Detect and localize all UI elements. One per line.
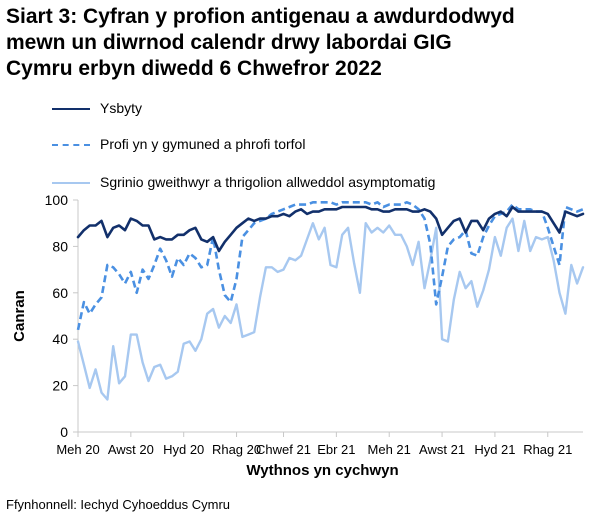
x-tick-label: Rhag 20 <box>212 442 261 457</box>
legend-label-ysbyty: Ysbyty <box>100 100 143 116</box>
x-tick-label: Hyd 21 <box>474 442 515 457</box>
legend-swatch-ysbyty <box>52 108 90 110</box>
legend-item-sgrinio: Sgrinio gweithwyr a thrigolion allweddol… <box>52 172 592 196</box>
legend-item-profi: Profi yn y gymuned a phrofi torfol <box>52 134 592 158</box>
legend-label-sgrinio: Sgrinio gweithwyr a thrigolion allweddol… <box>100 174 436 190</box>
y-axis-title: Canran <box>11 290 28 342</box>
x-tick-label: Awst 21 <box>419 442 465 457</box>
chart-title: Siart 3: Cyfran y profion antigenau a aw… <box>6 4 596 82</box>
x-tick-label: Meh 20 <box>56 442 99 457</box>
x-tick-label: Awst 20 <box>108 442 154 457</box>
legend-item-ysbyty: Ysbyty <box>52 98 592 122</box>
y-tick-label: 100 <box>45 192 69 208</box>
legend-swatch-sgrinio <box>52 182 90 184</box>
y-tick-label: 40 <box>52 331 68 347</box>
x-tick-label: Rhag 21 <box>523 442 572 457</box>
y-tick-label: 20 <box>52 378 68 394</box>
legend-swatch-profi <box>52 144 90 146</box>
legend-label-profi: Profi yn y gymuned a phrofi torfol <box>100 136 306 152</box>
y-tick-label: 60 <box>52 285 68 301</box>
x-tick-label: Ebr 21 <box>317 442 355 457</box>
line-chart: 0 20 40 60 80 100 Meh 20 Awst 20 Hyd 20 Rhag 20Ch… <box>11 192 585 479</box>
series-line-profi <box>76 200 584 331</box>
title-line-3: Cymru erbyn diwedd 6 Chwefror 2022 <box>6 57 382 80</box>
x-tick-label: Meh 21 <box>368 442 411 457</box>
series-line-sgrinio <box>76 217 585 401</box>
title-line-1: Siart 3: Cyfran y profion antigenau a aw… <box>6 5 515 28</box>
y-tick-label: 80 <box>52 238 68 254</box>
x-axis-title: Wythnos yn cychwyn <box>246 462 398 479</box>
x-tick-label: Hyd 20 <box>163 442 204 457</box>
x-tick-label: Chwef 21 <box>256 442 311 457</box>
y-tick-label: 0 <box>60 424 68 440</box>
title-line-2: mewn un diwrnod calendr drwy labordai GI… <box>6 31 452 54</box>
source-note: Ffynhonnell: Iechyd Cyhoeddus Cymru <box>6 497 231 512</box>
series-line-ysbyty <box>76 205 585 253</box>
